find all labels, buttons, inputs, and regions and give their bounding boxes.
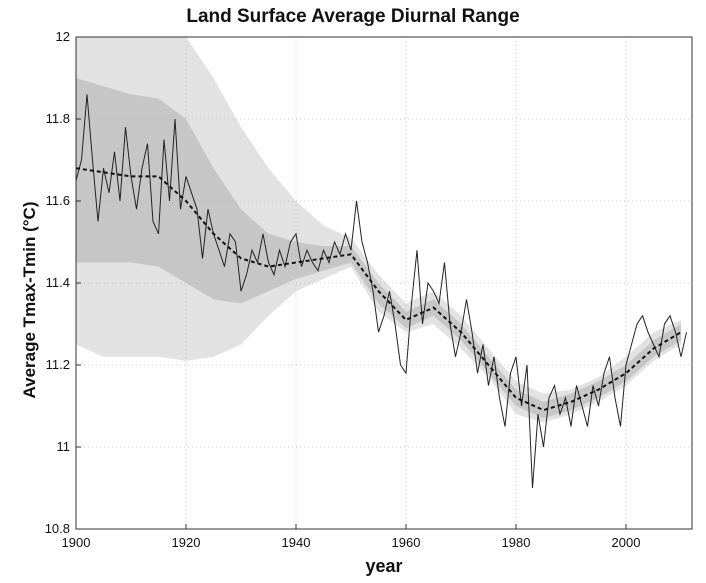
x-axis-label: year <box>365 556 403 576</box>
x-tick-label: 2000 <box>612 535 641 550</box>
x-axis-ticks: 1900 1920 1940 1960 1980 2000 <box>62 524 641 550</box>
x-tick-label: 1940 <box>282 535 311 550</box>
chart-title: Land Surface Average Diurnal Range <box>186 6 520 27</box>
y-tick-label: 11.2 <box>46 357 70 372</box>
series-line-2 <box>75 167 682 412</box>
series-line-1 <box>75 94 687 489</box>
y-tick-label: 10.8 <box>45 521 70 536</box>
y-axis-ticks: 10.8 11 11.2 11.4 11.6 11.8 12 <box>45 29 81 536</box>
gridlines <box>76 37 692 529</box>
uncertainty-band-outer <box>76 37 681 423</box>
x-tick-label: 1900 <box>62 535 91 550</box>
y-tick-label: 11.6 <box>46 193 70 208</box>
uncertainty-bands <box>76 37 681 423</box>
y-tick-label: 12 <box>56 29 70 44</box>
y-tick-label: 11 <box>57 439 71 454</box>
x-tick-label: 1960 <box>392 535 421 550</box>
x-tick-label: 1980 <box>502 535 531 550</box>
uncertainty-band-inner <box>76 78 681 419</box>
y-tick-label: 11.8 <box>46 111 70 126</box>
y-axis-label: Average Tmax-Tmin (°C) <box>20 201 39 399</box>
data-lines <box>75 94 687 489</box>
x-tick-label: 1920 <box>172 535 201 550</box>
y-tick-label: 11.4 <box>46 275 70 290</box>
